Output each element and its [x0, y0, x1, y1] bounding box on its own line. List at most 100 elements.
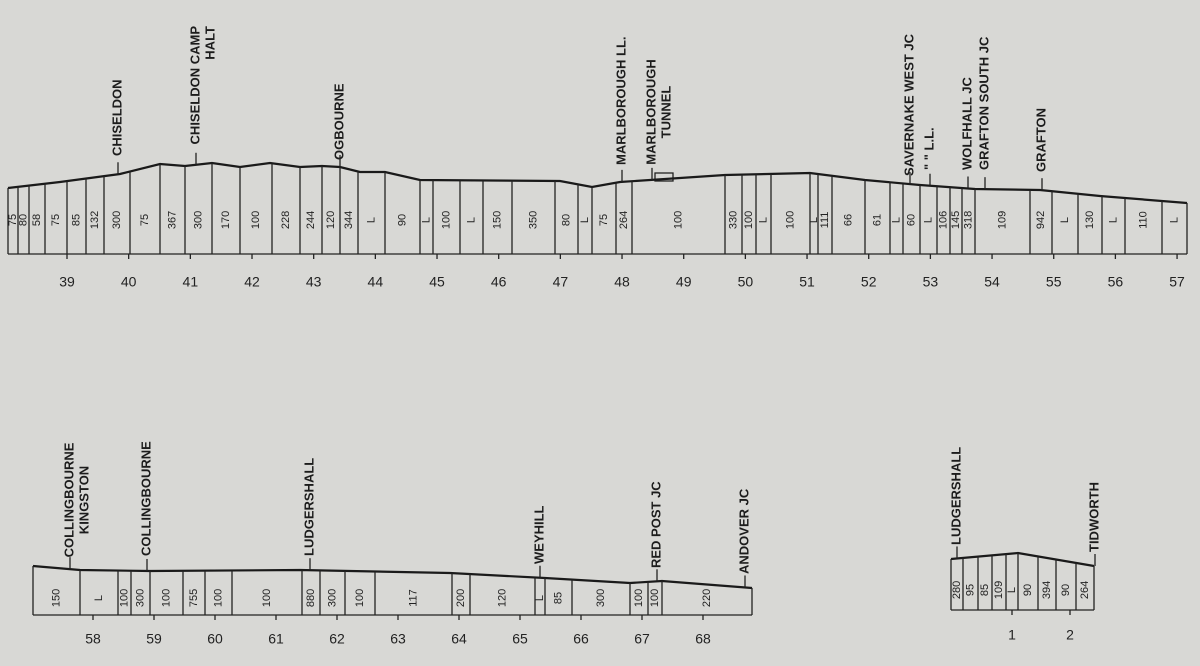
gradient-label: 367: [166, 211, 178, 229]
gradient-label: 100: [250, 211, 262, 229]
gradient-label: L: [890, 217, 902, 223]
gradient-label: 80: [560, 214, 572, 226]
milepost-label: 43: [306, 274, 322, 290]
gradient-label: 942: [1035, 211, 1047, 229]
gradient-label: L: [808, 217, 820, 223]
milepost-label: 60: [207, 631, 223, 647]
profile-line: [32, 564, 753, 590]
milepost-label: 44: [368, 274, 384, 290]
station-label: SAVERNAKE WEST JC: [901, 33, 916, 176]
gradient-label: 300: [111, 211, 123, 229]
gradient-label: 100: [784, 211, 796, 229]
milepost-label: 1: [1008, 627, 1016, 643]
milepost-label: 68: [695, 631, 711, 647]
gradient-label: 75: [50, 214, 62, 226]
station-label: MARLBOROUGH: [643, 59, 658, 164]
gradient-label: L: [465, 217, 477, 223]
gradient-label: 100: [440, 211, 452, 229]
gradient-label: 100: [672, 211, 684, 229]
gradient-label: 85: [70, 214, 82, 226]
gradient-label: 264: [618, 211, 630, 229]
milepost-label: 57: [1169, 274, 1185, 290]
milepost-label: 45: [429, 274, 445, 290]
gradient-label: 300: [192, 211, 204, 229]
gradient-label: 130: [1084, 211, 1096, 229]
milepost-label: 56: [1108, 274, 1124, 290]
gradient-label: 150: [50, 589, 62, 607]
gradient-label: L: [1006, 587, 1018, 593]
gradient-label: 318: [962, 211, 974, 229]
gradient-label: 75: [139, 214, 151, 226]
gradient-label: L: [93, 595, 105, 601]
gradient-label: L: [757, 217, 769, 223]
milepost-label: 41: [183, 274, 199, 290]
gradient-label: 90: [1060, 584, 1072, 596]
gradient-label: 120: [325, 211, 337, 229]
milepost-label: 63: [390, 631, 406, 647]
gradient-label: 66: [842, 214, 854, 226]
milepost-label: 40: [121, 274, 137, 290]
station-label: TIDWORTH: [1086, 482, 1101, 552]
gradient-label: 300: [326, 589, 338, 607]
station-label: ANDOVER JC: [736, 488, 751, 574]
gradient-label: 109: [993, 581, 1005, 599]
gradient-label: 85: [979, 584, 991, 596]
milepost-label: 66: [573, 631, 589, 647]
gradient-label: 300: [595, 589, 607, 607]
gradient-label: 200: [455, 589, 467, 607]
gradient-label: 350: [527, 211, 539, 229]
station-label: CHISELDON: [109, 79, 124, 156]
milepost-label: 52: [861, 274, 877, 290]
station-label: LUDGERSHALL: [301, 458, 316, 556]
gradient-label: 264: [1079, 581, 1091, 599]
gradient-label: 61: [871, 214, 883, 226]
gradient-label: L: [922, 217, 934, 223]
milepost-label: 61: [268, 631, 284, 647]
gradient-label: 110: [1137, 211, 1149, 229]
gradient-label: 100: [261, 589, 273, 607]
milepost-label: 59: [146, 631, 162, 647]
milepost-label: 47: [553, 274, 569, 290]
station-label: LUDGERSHALL: [948, 447, 963, 545]
gradient-label: 100: [118, 589, 130, 607]
gradient-label: 100: [354, 589, 366, 607]
gradient-label: 100: [633, 589, 645, 607]
gradient-label: 150: [491, 211, 503, 229]
milepost-label: 48: [614, 274, 630, 290]
gradient-label: 220: [701, 589, 713, 607]
gradient-label: 90: [1022, 584, 1034, 596]
milepost-label: 51: [799, 274, 815, 290]
gradient-label: 244: [305, 211, 317, 229]
milepost-label: 65: [512, 631, 528, 647]
gradient-label: 75: [598, 214, 610, 226]
tunnel-symbol: [654, 172, 674, 182]
gradient-label: 111: [819, 212, 831, 229]
gradient-label: 280: [951, 581, 963, 599]
gradient-label: 120: [496, 589, 508, 607]
station-label: CHISELDON CAMP: [187, 26, 202, 145]
milepost-label: 55: [1046, 274, 1062, 290]
milepost-label: 54: [984, 274, 1000, 290]
gradient-label: 90: [396, 214, 408, 226]
gradient-label: L: [1059, 217, 1071, 223]
gradient-label: 106: [937, 211, 949, 229]
gradient-label: 100: [212, 589, 224, 607]
gradient-label: L: [1107, 217, 1119, 223]
station-label: WOLFHALL JC: [959, 76, 974, 170]
gradient-label: 109: [996, 211, 1008, 229]
gradient-label: L: [534, 595, 546, 601]
gradient-label: 330: [727, 211, 739, 229]
gradient-label: 300: [134, 589, 146, 607]
milepost-label: 46: [491, 274, 507, 290]
station-label: " " L.L.: [921, 127, 936, 170]
station-label: GRAFTON: [1033, 108, 1048, 172]
station-label: WEYHILL: [531, 505, 546, 564]
milepost-label: 62: [329, 631, 345, 647]
gradient-label: 117: [407, 589, 419, 607]
gradient-label: 145: [950, 211, 962, 229]
station-label: TUNNEL: [658, 86, 673, 139]
milepost-label: 42: [244, 274, 260, 290]
gradient-label: 228: [280, 211, 292, 229]
